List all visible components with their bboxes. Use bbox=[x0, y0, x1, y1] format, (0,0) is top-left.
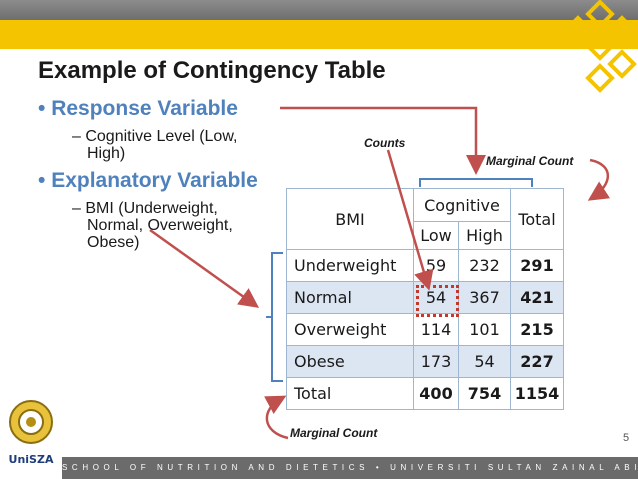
sub-line: High) bbox=[87, 145, 126, 162]
response-sub-text: – Cognitive Level (Low, High) bbox=[72, 128, 237, 162]
bracket-rows bbox=[271, 252, 283, 382]
top-gray-bar bbox=[0, 0, 638, 20]
sub-line: – BMI (Underweight, bbox=[72, 200, 218, 217]
header-total: Total bbox=[510, 188, 564, 250]
cell-high: 367 bbox=[458, 281, 511, 314]
university-logo-icon: UniSZA bbox=[9, 400, 54, 466]
sub-line: Obese) bbox=[87, 234, 140, 251]
table-row: Normal 54 367 421 bbox=[286, 281, 564, 314]
cell-total: 215 bbox=[510, 313, 564, 346]
contingency-table: BMI Cognitive Total Low High Underweight… bbox=[286, 188, 564, 410]
explanatory-sub-text: – BMI (Underweight, Normal, Overweight, … bbox=[72, 200, 233, 251]
footer-bar: SCHOOL OF NUTRITION AND DIETETICS • UNIV… bbox=[62, 457, 638, 479]
cell-total: 421 bbox=[510, 281, 564, 314]
row-label: Normal bbox=[286, 281, 414, 314]
bullet-heading: Response Variable bbox=[51, 97, 238, 120]
slide-title: Example of Contingency Table bbox=[38, 57, 386, 84]
row-label: Overweight bbox=[286, 313, 414, 346]
marginal-count-top-annotation: Marginal Count bbox=[486, 154, 574, 168]
row-label: Total bbox=[286, 377, 414, 410]
header-bmi: BMI bbox=[286, 188, 414, 250]
bullet-response-variable: • Response Variable bbox=[38, 97, 238, 120]
marginal-count-bottom-annotation: Marginal Count bbox=[290, 426, 378, 440]
brace-cognitive bbox=[419, 178, 533, 187]
highlight-dashed-box bbox=[416, 285, 459, 317]
cell-high-total: 754 bbox=[458, 377, 511, 410]
bullet-heading: Explanatory Variable bbox=[51, 169, 258, 192]
header-high: High bbox=[458, 221, 511, 250]
table-row-total: Total 400 754 1154 bbox=[286, 377, 564, 410]
cell-low: 173 bbox=[413, 345, 459, 378]
decorative-pattern-icon bbox=[563, 0, 637, 93]
counts-annotation: Counts bbox=[364, 136, 406, 150]
cell-low-total: 400 bbox=[413, 377, 459, 410]
logo-text: UniSZA bbox=[9, 453, 54, 466]
arrow-marginal-top bbox=[587, 158, 611, 201]
bullet-explanatory-variable: • Explanatory Variable bbox=[38, 169, 258, 192]
row-label: Obese bbox=[286, 345, 414, 378]
page-number: 5 bbox=[623, 432, 630, 444]
arrow-marginal-bottom bbox=[264, 395, 289, 440]
sub-line: – Cognitive Level (Low, bbox=[72, 128, 238, 145]
header-cognitive: Cognitive bbox=[413, 188, 511, 222]
table-row: Obese 173 54 227 bbox=[286, 345, 564, 378]
arrow-counts-to-cell bbox=[386, 149, 434, 291]
header-low: Low bbox=[413, 221, 459, 250]
sub-line: Normal, Overweight, bbox=[87, 217, 233, 234]
top-yellow-bar bbox=[0, 20, 638, 49]
cell-total: 227 bbox=[510, 345, 564, 378]
cell-high: 54 bbox=[458, 345, 511, 378]
arrow-response-to-header bbox=[280, 106, 486, 175]
cell-grand-total: 1154 bbox=[510, 377, 564, 410]
arrow-explanatory-to-rows bbox=[149, 228, 260, 308]
